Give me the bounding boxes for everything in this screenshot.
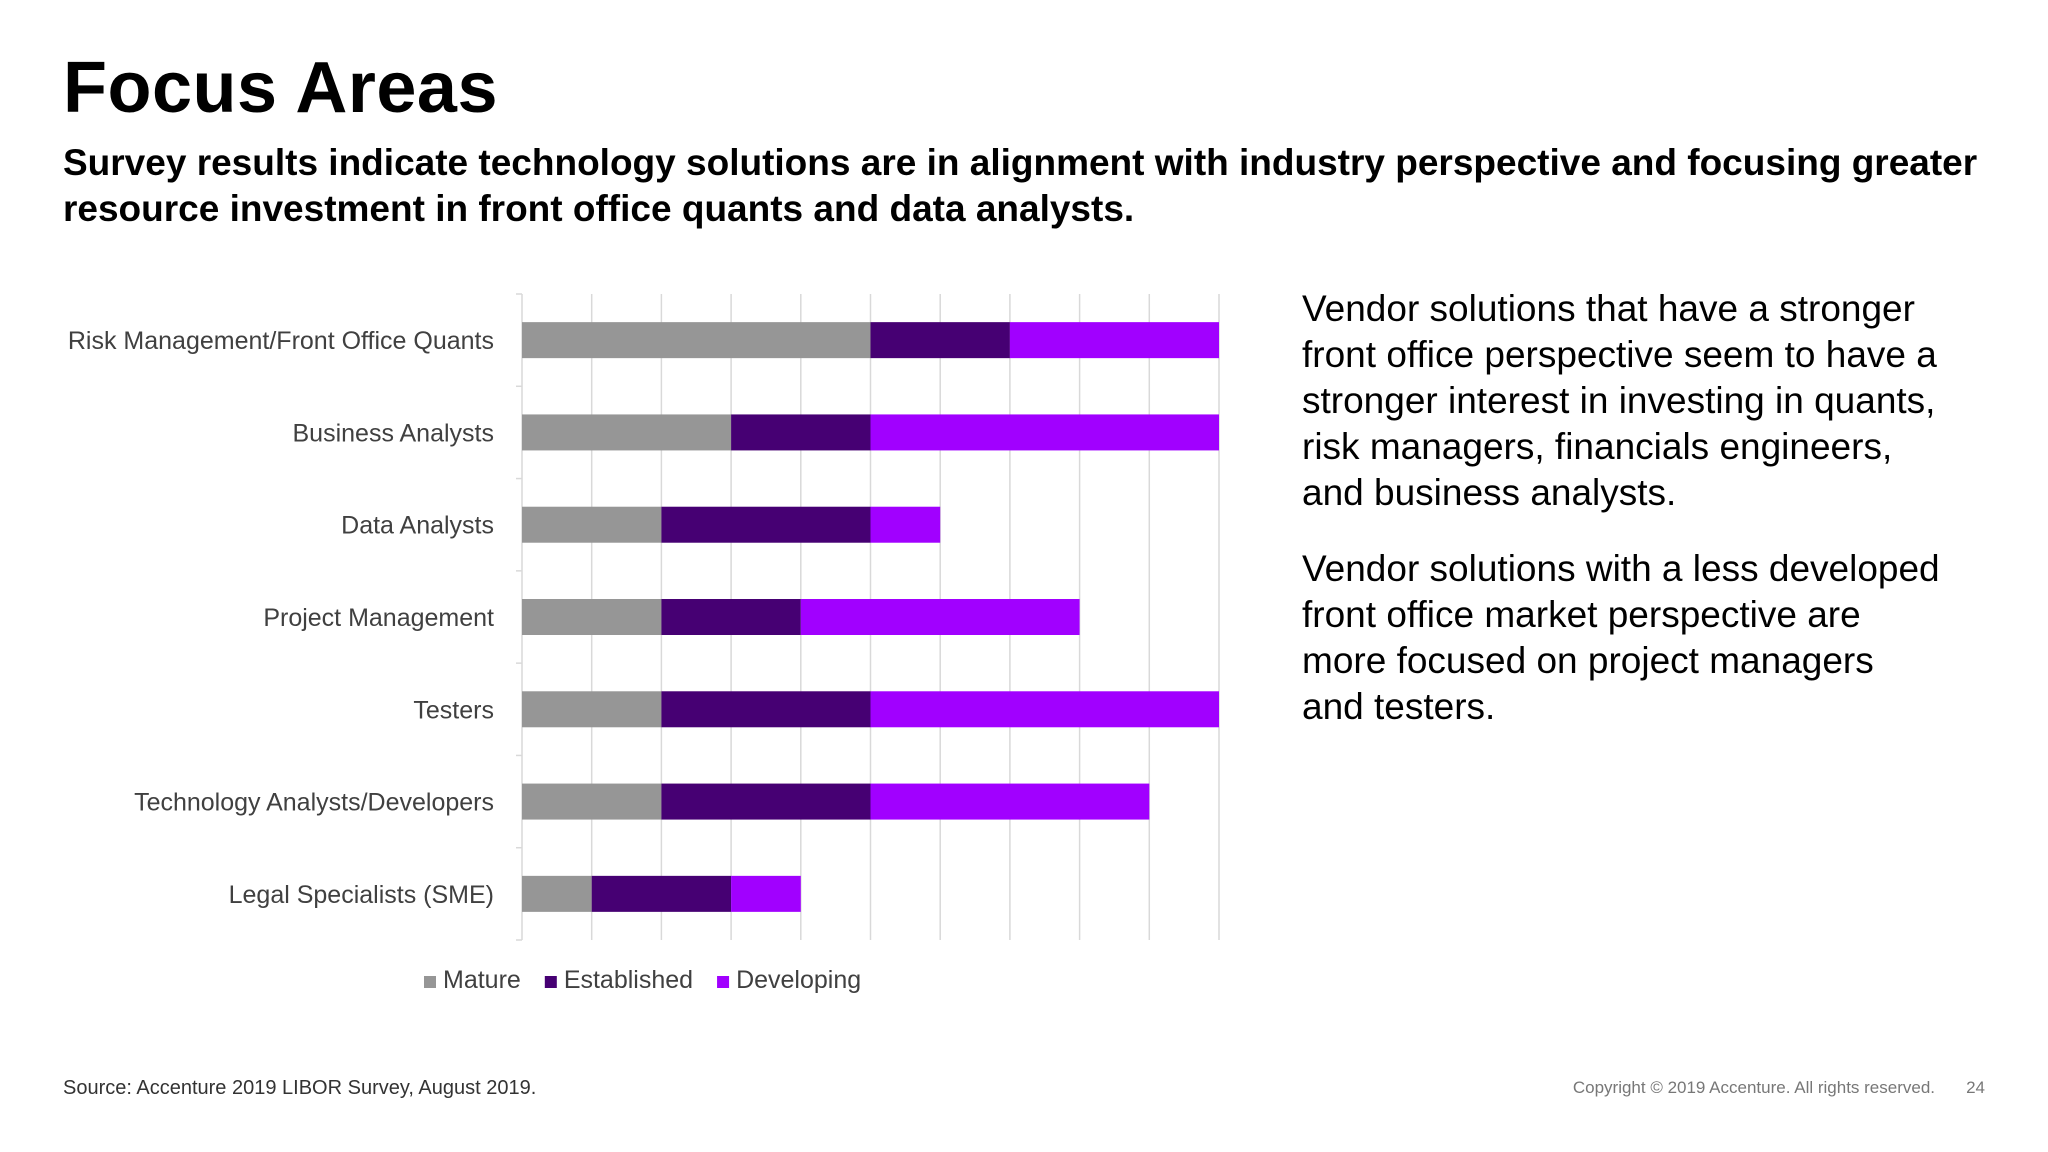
commentary-paragraph-1: Vendor solutions that have a stronger fr… [1302, 288, 1937, 513]
legend-swatch [717, 976, 730, 988]
category-label: Data Analysts [341, 512, 494, 540]
bar-established [661, 506, 871, 543]
page-number: 24 [1966, 1078, 1985, 1097]
bar-established [661, 783, 871, 820]
bar-developing [800, 599, 1080, 635]
chart-bars [522, 322, 1219, 912]
commentary: Vendor solutions that have a stronger fr… [1302, 286, 1942, 760]
bar-developing [870, 783, 1150, 820]
category-label: Project Management [263, 604, 494, 632]
bar-mature [522, 691, 662, 728]
bar-mature [522, 783, 662, 820]
source-note: Source: Accenture 2019 LIBOR Survey, Aug… [63, 1077, 537, 1099]
page-title: Focus Areas [63, 48, 499, 128]
bar-mature [522, 875, 592, 912]
bar-developing [1009, 322, 1219, 359]
stacked-bar-chart: Risk Management/Front Office Quants Busin… [68, 293, 1220, 994]
page-subtitle: Survey results indicate technology solut… [63, 142, 1978, 229]
bar-mature [522, 322, 871, 359]
legend-label: Mature [443, 966, 521, 994]
bar-established [661, 599, 801, 635]
legend-label: Developing [736, 966, 861, 994]
category-label: Legal Specialists (SME) [229, 881, 494, 909]
bar-developing [870, 691, 1219, 728]
commentary-paragraph-2: Vendor solutions with a less developed f… [1302, 548, 1940, 727]
chart-legend: Mature Established Developing [424, 966, 861, 994]
bar-established [591, 875, 732, 912]
copyright-notice: Copyright © 2019 Accenture. All rights r… [1572, 1078, 1935, 1097]
bar-developing [870, 414, 1219, 451]
bar-established [870, 322, 1010, 359]
bar-established [731, 414, 871, 451]
bar-developing [870, 506, 941, 543]
bar-mature [522, 599, 662, 635]
category-labels: Risk Management/Front Office Quants Busin… [68, 327, 494, 909]
bar-developing [731, 875, 801, 912]
legend-label: Established [564, 966, 693, 994]
legend-swatch [424, 976, 436, 988]
category-label: Business Analysts [293, 419, 495, 447]
category-label: Risk Management/Front Office Quants [68, 327, 494, 355]
bar-established [661, 691, 871, 728]
bar-mature [522, 506, 662, 543]
legend-swatch [544, 976, 557, 988]
bar-mature [522, 414, 732, 451]
category-label: Testers [413, 696, 494, 724]
category-label: Technology Analysts/Developers [134, 789, 494, 817]
